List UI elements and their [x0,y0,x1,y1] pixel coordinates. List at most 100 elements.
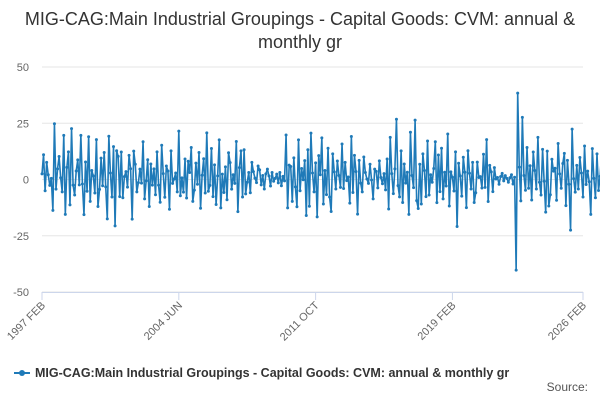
data-point[interactable] [71,183,75,187]
data-point[interactable] [338,185,342,189]
data-point[interactable] [545,149,549,153]
data-point[interactable] [213,163,217,167]
data-point[interactable] [440,146,444,150]
data-point[interactable] [503,174,507,178]
data-point[interactable] [298,189,302,193]
data-point[interactable] [164,164,168,168]
data-point[interactable] [278,171,282,175]
data-point[interactable] [206,189,210,193]
data-point[interactable] [531,150,535,154]
data-point[interactable] [289,164,293,168]
data-point[interactable] [593,196,597,200]
data-point[interactable] [438,190,442,194]
data-point[interactable] [469,187,473,191]
data-point[interactable] [175,190,179,194]
data-point[interactable] [133,162,137,166]
data-point[interactable] [247,171,251,175]
data-point[interactable] [96,205,100,208]
data-point[interactable] [461,155,465,159]
data-point[interactable] [464,206,468,210]
data-point[interactable] [485,138,489,142]
data-point[interactable] [124,170,128,174]
data-point[interactable] [371,197,375,201]
data-point[interactable] [311,171,314,175]
data-point[interactable] [551,169,555,173]
data-point[interactable] [239,149,243,153]
data-point[interactable] [51,208,55,212]
data-point[interactable] [253,176,257,180]
data-point[interactable] [356,212,360,216]
data-point[interactable] [452,189,456,193]
data-point[interactable] [158,200,162,204]
data-point[interactable] [70,127,74,131]
data-point[interactable] [307,204,311,208]
data-point[interactable] [275,172,279,176]
data-point[interactable] [43,189,47,193]
data-point[interactable] [48,183,52,187]
data-point[interactable] [488,163,492,167]
data-point[interactable] [121,196,125,200]
data-point[interactable] [368,162,372,166]
data-point[interactable] [432,166,436,170]
data-point[interactable] [359,181,363,185]
data-point[interactable] [525,146,529,150]
data-point[interactable] [544,210,548,214]
data-point[interactable] [181,190,185,194]
data-point[interactable] [499,175,503,179]
data-point[interactable] [398,195,402,199]
data-point[interactable] [370,178,374,182]
data-point[interactable] [194,161,198,165]
data-point[interactable] [62,133,66,137]
data-point[interactable] [496,175,499,179]
data-point[interactable] [209,146,213,150]
data-point[interactable] [300,166,304,170]
data-point[interactable] [225,198,229,202]
data-point[interactable] [427,193,431,197]
data-point[interactable] [346,175,350,179]
data-point[interactable] [189,146,193,150]
data-point[interactable] [419,202,423,206]
data-point[interactable] [87,135,91,139]
data-point[interactable] [433,140,437,144]
data-point[interactable] [379,175,383,179]
data-point[interactable] [261,173,265,177]
data-point[interactable] [578,155,582,159]
data-point[interactable] [497,182,501,186]
data-point[interactable] [589,212,593,216]
data-point[interactable] [237,166,241,170]
data-point[interactable] [45,160,49,164]
data-point[interactable] [340,142,344,146]
data-point[interactable] [267,174,271,178]
data-point[interactable] [348,201,352,205]
data-point[interactable] [306,148,310,152]
data-point[interactable] [527,186,531,190]
data-point[interactable] [259,183,263,187]
data-point[interactable] [104,185,108,189]
data-point[interactable] [217,138,221,142]
data-point[interactable] [321,202,325,206]
data-point[interactable] [366,181,370,185]
data-point[interactable] [583,144,587,148]
data-point[interactable] [424,195,428,199]
data-point[interactable] [304,214,308,217]
data-point[interactable] [471,160,475,164]
data-point[interactable] [365,177,369,181]
data-point[interactable] [65,165,69,169]
data-point[interactable] [56,167,60,171]
data-point[interactable] [101,184,105,188]
data-point[interactable] [595,152,599,156]
data-point[interactable] [172,177,176,181]
data-point[interactable] [360,190,364,194]
data-point[interactable] [214,202,218,206]
data-point[interactable] [320,136,324,140]
data-point[interactable] [514,268,518,272]
data-point[interactable] [380,182,384,186]
data-point[interactable] [573,190,577,194]
data-point[interactable] [105,217,109,221]
data-point[interactable] [63,212,67,216]
data-point[interactable] [132,149,136,153]
data-point[interactable] [98,187,102,191]
data-point[interactable] [112,145,116,149]
data-point[interactable] [110,195,114,199]
data-point[interactable] [513,175,517,179]
